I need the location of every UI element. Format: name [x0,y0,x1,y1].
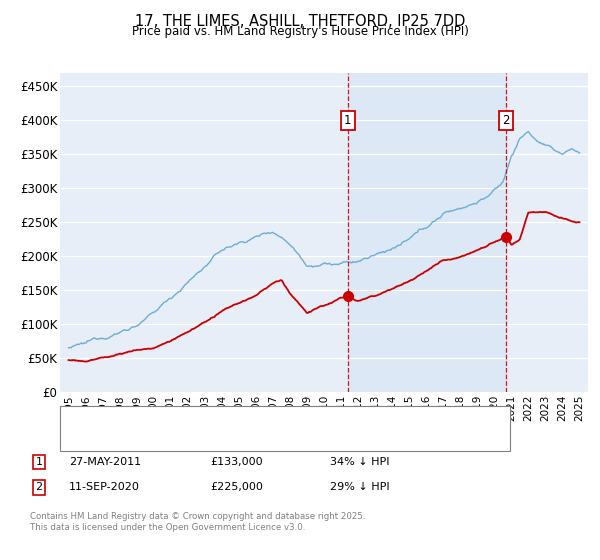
Text: 27-MAY-2011: 27-MAY-2011 [69,457,141,467]
Text: 1: 1 [344,114,352,127]
Bar [348,73,506,392]
Text: £133,000: £133,000 [210,457,263,467]
Text: 2: 2 [35,482,43,492]
Text: 2: 2 [502,114,510,127]
Text: 29% ↓ HPI: 29% ↓ HPI [330,482,389,492]
Text: £225,000: £225,000 [210,482,263,492]
Text: Contains HM Land Registry data © Crown copyright and database right 2025.
This d: Contains HM Land Registry data © Crown c… [30,512,365,532]
Text: 17, THE LIMES, ASHILL, THETFORD, IP25 7DD (detached house): 17, THE LIMES, ASHILL, THETFORD, IP25 7D… [102,411,431,421]
Text: 1: 1 [35,457,43,467]
Text: HPI: Average price, detached house, Breckland: HPI: Average price, detached house, Brec… [102,432,347,442]
Text: Price paid vs. HM Land Registry's House Price Index (HPI): Price paid vs. HM Land Registry's House … [131,25,469,38]
Text: 34% ↓ HPI: 34% ↓ HPI [330,457,389,467]
Text: 11-SEP-2020: 11-SEP-2020 [69,482,140,492]
Text: 17, THE LIMES, ASHILL, THETFORD, IP25 7DD: 17, THE LIMES, ASHILL, THETFORD, IP25 7D… [135,14,465,29]
